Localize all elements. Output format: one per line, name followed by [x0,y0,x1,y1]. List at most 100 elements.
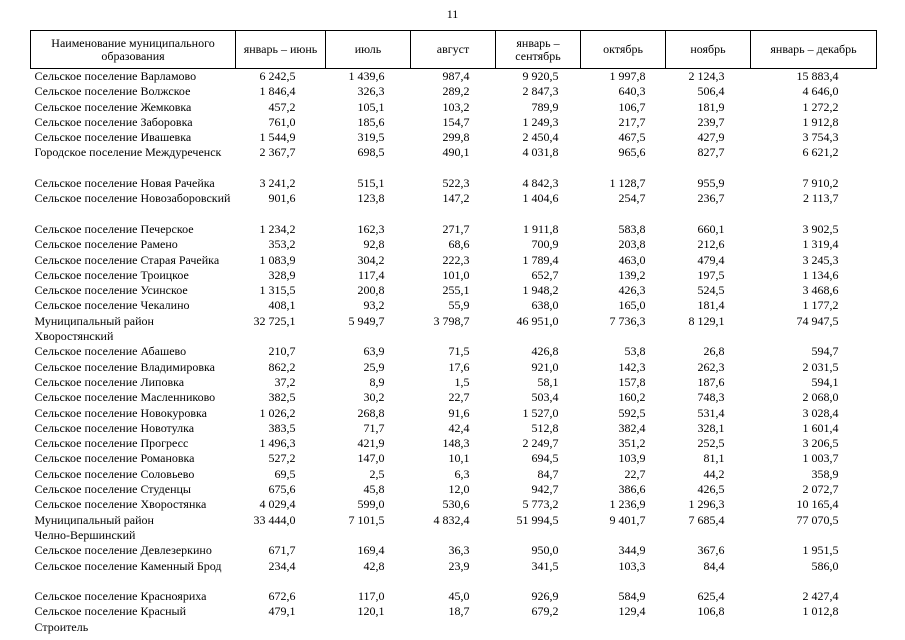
value-cell: 2 847,3 [522,84,559,99]
value-cell [496,161,581,176]
value-cell [666,161,751,176]
value-cell: 1 319,4 [802,237,839,252]
value-cell: 147,0 [357,451,385,466]
value-cell: 6 621,2 [802,145,839,160]
municipality-name: Сельское поселение Романовка [34,451,195,466]
table-row: Сельское поселение Липовка 37,2 8,9 1,5 58,1… [31,375,877,390]
value-cell [581,574,666,589]
value-cell: 9 401,7 [609,512,646,527]
value-cell: 531,4 [697,405,725,420]
value-cell: 45,0 [448,589,470,604]
table-row: Сельское поселение Волжское 1 846,4 326,3 2… [31,84,877,99]
value-cell: 583,8 [618,221,646,236]
value-cell [326,207,411,222]
value-cell: 3 798,7 [433,313,470,328]
municipality-name: Сельское поселение Ивашевка [34,130,192,145]
value-cell: 1 439,6 [348,69,385,83]
municipality-name: Сельское поселение Каменный Брод [34,558,222,573]
value-cell: 328,1 [697,420,725,435]
value-cell: 2 249,7 [522,436,559,451]
municipality-name: Сельское поселение Масленниково [34,390,216,405]
value-cell: 1 951,5 [802,543,839,558]
value-cell: 26,8 [703,344,725,359]
value-cell: 252,5 [697,436,725,451]
municipality-name [31,574,236,589]
value-cell: 586,0 [811,558,839,573]
table-row: Сельское поселение Масленниково 382,5 30,2… [31,390,877,405]
value-cell: 162,3 [357,221,385,236]
municipality-name: Сельское поселение Владимировка [34,359,215,374]
value-cell: 1 315,5 [259,283,296,298]
table-row: Сельское поселение Новозаборовский 901,6 1… [31,191,877,206]
value-cell: 353,2 [268,237,296,252]
value-cell: 3 206,5 [802,436,839,451]
value-cell: 515,1 [357,176,385,191]
spacer-row [31,574,877,589]
value-cell: 42,8 [363,558,385,573]
municipality-name: Сельское поселение Старая Рачейка [34,252,220,267]
value-cell: 81,1 [703,451,725,466]
value-cell: 640,3 [618,84,646,99]
value-cell: 761,0 [268,114,296,129]
municipality-name: Муниципальный район Челно-Вершинский [34,512,154,542]
value-cell: 942,7 [531,482,559,497]
value-cell: 1 234,2 [259,221,296,236]
value-cell: 1 236,9 [609,497,646,512]
value-cell: 522,3 [442,176,470,191]
value-cell: 427,9 [697,130,725,145]
value-cell: 2 367,7 [259,145,296,160]
value-cell [326,161,411,176]
value-cell: 84,4 [703,558,725,573]
value-cell: 268,8 [357,405,385,420]
value-cell: 1,5 [454,374,470,389]
value-cell: 1 997,8 [609,69,646,83]
value-cell: 3 902,5 [802,221,839,236]
value-cell [236,161,326,176]
value-cell [236,207,326,222]
value-cell: 45,8 [363,482,385,497]
value-cell: 8 129,1 [688,313,725,328]
value-cell: 5 773,2 [522,497,559,512]
value-cell: 2 031,5 [802,359,839,374]
table-row: Сельское поселение Девлезеркино 671,7 169,… [31,543,877,558]
value-cell: 84,7 [537,466,559,481]
value-cell: 383,5 [268,420,296,435]
value-cell: 506,4 [697,84,725,99]
value-cell [236,574,326,589]
value-cell: 1 404,6 [522,191,559,206]
value-cell: 463,0 [618,252,646,267]
table-row: Сельское поселение Владимировка 862,2 25,9… [31,360,877,375]
value-cell: 36,3 [448,543,470,558]
value-cell: 1 789,4 [522,252,559,267]
value-cell: 15 883,4 [796,69,839,83]
column-header-november: ноябрь [665,30,751,69]
value-cell: 217,7 [618,114,646,129]
value-cell: 675,6 [268,482,296,497]
municipality-name: Сельское поселение Хворостянка [34,497,207,512]
value-cell: 68,6 [448,237,470,252]
value-cell: 44,2 [703,466,725,481]
value-cell: 7 101,5 [348,512,385,527]
value-cell: 32 725,1 [253,313,296,328]
value-cell: 106,8 [697,604,725,619]
value-cell: 503,4 [531,390,559,405]
municipality-name: Сельское поселение Соловьево [34,466,195,481]
value-cell: 7 736,3 [609,313,646,328]
value-cell: 185,6 [357,114,385,129]
value-cell: 12,0 [448,482,470,497]
municipality-name: Сельское поселение Новокуровка [34,405,208,420]
value-cell: 827,7 [697,145,725,160]
value-cell: 51 994,5 [516,512,559,527]
municipality-name: Сельское поселение Девлезеркино [34,543,212,558]
value-cell: 1 496,3 [259,436,296,451]
value-cell: 679,2 [531,604,559,619]
municipality-name: Сельское поселение Троицкое [34,267,189,282]
spacer-row [31,161,877,176]
value-cell: 328,9 [268,267,296,282]
value-cell: 129,4 [618,604,646,619]
value-cell: 694,5 [531,451,559,466]
value-cell: 660,1 [697,221,725,236]
value-cell: 599,0 [357,497,385,512]
value-cell: 672,6 [268,589,296,604]
table-row: Сельское поселение Новая Рачейка 3 241,2 5… [31,176,877,191]
